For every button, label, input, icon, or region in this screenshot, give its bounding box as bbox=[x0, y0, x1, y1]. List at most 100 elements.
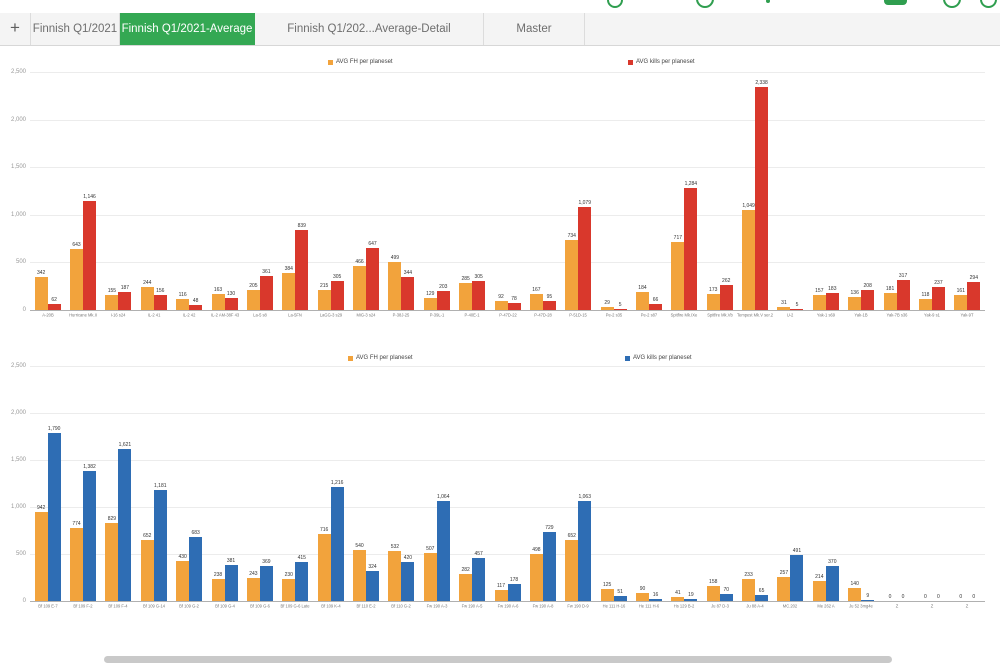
x-axis-label: La-5FN bbox=[288, 313, 303, 318]
bar-value-label: 294 bbox=[969, 275, 978, 281]
toolbar-icon-fragment[interactable] bbox=[696, 0, 714, 8]
bar-value-label: 237 bbox=[934, 280, 943, 286]
x-axis-label: P-38J-25 bbox=[393, 313, 410, 318]
bar-value-label: 1,621 bbox=[118, 442, 132, 448]
bar bbox=[295, 562, 309, 601]
bar-value-label: 156 bbox=[156, 288, 165, 294]
bar-value-label: 652 bbox=[143, 533, 152, 539]
bar-value-label: 717 bbox=[673, 235, 683, 241]
x-axis-label: Bf 109 G-4 bbox=[214, 604, 235, 609]
y-axis-label: 0 bbox=[22, 598, 26, 604]
bar-value-label: 243 bbox=[249, 571, 258, 577]
bar-value-label: 420 bbox=[403, 555, 413, 561]
x-axis-label: Fw 190 A-5 bbox=[461, 604, 483, 609]
bar bbox=[719, 285, 733, 310]
bar-value-label: 499 bbox=[390, 255, 400, 261]
bar-value-label: 29 bbox=[604, 300, 610, 306]
bar bbox=[861, 600, 875, 601]
bar bbox=[246, 290, 260, 310]
tab-finnish-q1-2021-average[interactable]: Finnish Q1/2021-Average bbox=[120, 13, 255, 45]
x-axis-label: Pe-2 s87 bbox=[640, 313, 658, 318]
bar bbox=[648, 599, 662, 601]
x-axis-label: Fw 190 A-6 bbox=[497, 604, 518, 609]
bar-value-label: 0 bbox=[937, 594, 940, 600]
bar bbox=[472, 281, 486, 310]
bar-value-label: 1,063 bbox=[578, 494, 591, 500]
x-axis-label: Fw 190 D-9 bbox=[567, 604, 589, 609]
bar-value-label: 257 bbox=[779, 570, 789, 576]
bar-value-label: 415 bbox=[297, 555, 306, 561]
x-axis-label: U-2 bbox=[787, 313, 794, 318]
bar bbox=[353, 550, 367, 601]
bar bbox=[472, 558, 486, 601]
bar-value-label: 41 bbox=[675, 590, 681, 596]
tab-finnish-q1-2021[interactable]: Finnish Q1/2021 bbox=[31, 13, 120, 45]
x-axis-label: Me 262 A bbox=[817, 604, 835, 609]
bar bbox=[742, 579, 756, 601]
legend-item: AVG kills per planeset bbox=[625, 354, 692, 362]
bar bbox=[565, 240, 579, 310]
x-axis-label: Z bbox=[895, 604, 898, 609]
x-axis-label: Ju 52 3mg4e bbox=[849, 604, 874, 609]
chart-allied-planes: AVG FH per planeset AVG kills per planese… bbox=[0, 55, 1000, 340]
x-axis-line bbox=[30, 310, 985, 311]
bar bbox=[529, 294, 543, 310]
bar-value-label: 466 bbox=[355, 259, 364, 265]
legend-swatch-icon bbox=[328, 59, 333, 65]
bar-value-label: 1,216 bbox=[330, 480, 344, 486]
bar-value-label: 215 bbox=[319, 283, 329, 289]
bar-value-label: 317 bbox=[898, 273, 908, 279]
bar-value-label: 31 bbox=[781, 300, 787, 306]
bar bbox=[105, 523, 119, 601]
bar bbox=[259, 566, 273, 601]
toolbar-icon-fragment[interactable] bbox=[607, 0, 623, 8]
tab-master[interactable]: Master bbox=[484, 13, 585, 45]
bar bbox=[105, 295, 119, 310]
bar-value-label: 457 bbox=[474, 551, 483, 557]
bar-value-label: 157 bbox=[815, 288, 824, 294]
bar bbox=[812, 295, 826, 310]
x-axis-label: P-47D-22 bbox=[498, 313, 517, 318]
bar bbox=[423, 298, 437, 310]
bar bbox=[176, 561, 190, 601]
bar bbox=[848, 297, 862, 310]
bar-value-label: 774 bbox=[72, 521, 81, 527]
toolbar-icon-fragment[interactable] bbox=[766, 0, 770, 3]
tab-finnish-q1-202-average-detail[interactable]: Finnish Q1/202...Average-Detail bbox=[255, 13, 484, 45]
bar-value-label: 90 bbox=[639, 586, 646, 592]
bar-value-label: 173 bbox=[709, 287, 718, 293]
bar bbox=[529, 554, 543, 601]
x-axis-label: I-16 s24 bbox=[111, 313, 126, 318]
bar-value-label: 9 bbox=[866, 593, 870, 599]
bar-value-label: 140 bbox=[850, 581, 859, 587]
bar-value-label: 161 bbox=[956, 288, 965, 294]
x-axis-label: Yak-9 s1 bbox=[923, 313, 940, 318]
bar bbox=[401, 277, 415, 310]
toolbar-icon-fragment[interactable] bbox=[943, 0, 961, 8]
bar bbox=[706, 586, 720, 601]
horizontal-scrollbar[interactable] bbox=[104, 656, 892, 663]
x-axis-label: Bf 109 G-2 bbox=[179, 604, 200, 609]
bar-value-label: 0 bbox=[901, 594, 905, 600]
bar-value-label: 282 bbox=[461, 567, 470, 573]
y-axis-label: 1,500 bbox=[10, 164, 26, 170]
bar-value-label: 158 bbox=[709, 579, 718, 585]
add-sheet-button[interactable]: + bbox=[0, 13, 31, 45]
y-axis-label: 2,000 bbox=[10, 410, 26, 416]
bar bbox=[684, 188, 698, 310]
bar-value-label: 716 bbox=[319, 527, 329, 533]
x-axis-label: Spitfire Mk.IXe bbox=[671, 313, 698, 318]
bar-value-label: 1,146 bbox=[83, 194, 96, 200]
bar-value-label: 244 bbox=[143, 280, 152, 286]
x-axis-label: Ju 88 A-4 bbox=[746, 604, 764, 609]
bar-value-label: 62 bbox=[51, 297, 57, 303]
gridline bbox=[30, 460, 985, 461]
bar-value-label: 734 bbox=[567, 233, 576, 239]
bar bbox=[918, 299, 932, 310]
help-icon[interactable] bbox=[980, 0, 997, 8]
collaborate-icon[interactable] bbox=[884, 0, 907, 5]
x-axis-line bbox=[30, 601, 985, 602]
bar bbox=[211, 579, 225, 601]
bar bbox=[34, 277, 48, 310]
bar-value-label: 181 bbox=[885, 286, 895, 292]
